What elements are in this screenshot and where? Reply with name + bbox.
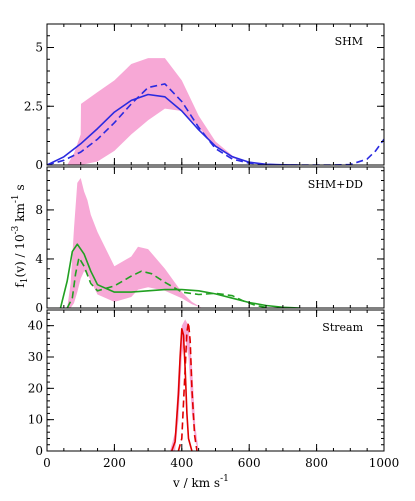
panel-3-y-tick-label: 40 (28, 319, 43, 333)
panel-2-plot-area (59, 178, 300, 308)
x-tick-label: 400 (170, 456, 193, 470)
panel-3-y-tick-label: 10 (28, 413, 43, 427)
y-axis-title-sub: 1 (20, 277, 30, 283)
x-axis-title-superscript: -1 (220, 474, 229, 484)
y-axis-title: f1(v) / 10-3 km-1 s (11, 184, 30, 287)
panel-1-plot-area (47, 58, 384, 165)
panel-3-y-tick-label: 20 (28, 381, 43, 395)
panel-2-series-dashed-line (66, 256, 270, 308)
x-tick-label: 1000 (369, 456, 400, 470)
panel-2-y-tick-label: 0 (35, 301, 43, 315)
panels: 0 2.5 5 SHM 0 4 8 SHM+DD 0 10 20 30 40 Stream 0 200 400 6… (24, 23, 400, 470)
y-axis-title-unit-exp: -1 (11, 194, 21, 203)
panel-1-series-dashed-line (47, 83, 384, 165)
y-axis-title-exp: -3 (11, 225, 21, 234)
panel-1-y-tick-label: 2.5 (24, 99, 43, 113)
panel-1-title: SHM (335, 35, 363, 48)
x-tick-label: 200 (103, 456, 126, 470)
x-axis-title: v / km s-1 (172, 474, 229, 490)
y-axis-title-unit: km (13, 203, 27, 226)
panel-3-plot-area (170, 319, 199, 451)
x-tick-label: 800 (305, 456, 328, 470)
panel-3-series-dashed-line (177, 321, 198, 451)
panel-3-series-solid-line (170, 328, 193, 451)
x-tick-label: 600 (238, 456, 261, 470)
panel-3: 0 10 20 30 40 Stream 0 200 400 600 800 1000 (28, 309, 400, 470)
x-axis-title-text: v / km s (172, 476, 220, 490)
panel-1-y-tick-label: 5 (35, 41, 43, 55)
panel-1-series-solid-line (47, 93, 300, 165)
panel-2-title: SHM+DD (308, 178, 363, 191)
panel-2-y-tick-label: 8 (35, 203, 43, 217)
panel-2-y-tick-label: 4 (35, 252, 43, 266)
panel-3-y-tick-label: 0 (35, 444, 43, 458)
panel-1-y-tick-label: 0 (35, 158, 43, 172)
y-axis-title-rest: (v) / 10 (13, 234, 27, 277)
panel-1: 0 2.5 5 SHM (24, 23, 385, 172)
y-axis-title-tail: s (13, 184, 27, 194)
y-axis-title-f: f (13, 282, 27, 288)
panel-2: 0 4 8 SHM+DD (35, 166, 385, 315)
panel-3-title: Stream (322, 321, 363, 334)
panel-1-uncertainty-band (67, 58, 283, 165)
panel-2-uncertainty-band (67, 178, 202, 308)
panel-3-y-tick-label: 30 (28, 350, 43, 364)
x-tick-label: 0 (43, 456, 51, 470)
